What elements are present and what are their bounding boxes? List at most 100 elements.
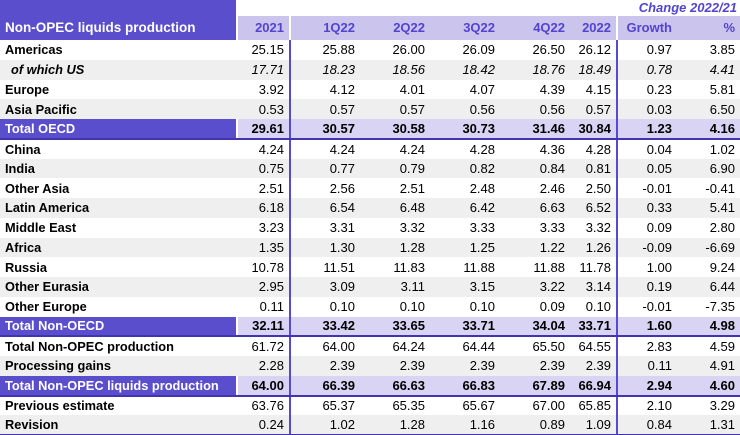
value-cell-1q22: 3.31 <box>290 217 360 238</box>
value-cell-: -6.69 <box>677 237 740 258</box>
table-row-of-which-us: of which US 17.71 18.23 18.56 18.42 18.76 18.4… <box>0 59 740 80</box>
value-cell-2021: 17.71 <box>237 59 291 80</box>
value-cell-2022: 66.94 <box>570 375 618 397</box>
value-cell-2022: 30.84 <box>570 119 618 140</box>
value-cell-3q22: 64.44 <box>430 336 500 356</box>
table-row-processing-gains: Processing gains 2.28 2.39 2.39 2.39 2.39 2.39… <box>0 356 740 376</box>
value-cell-2022: 0.57 <box>570 99 618 119</box>
value-cell-3q22: 3.15 <box>430 277 500 297</box>
value-cell-: 4.60 <box>677 375 740 397</box>
value-cell-2021: 10.78 <box>237 257 291 277</box>
value-cell-2q22: 66.63 <box>360 375 430 397</box>
value-cell-2q22: 3.11 <box>360 277 430 297</box>
value-cell-3q22: 4.28 <box>430 138 500 159</box>
value-cell-: 9.24 <box>677 257 740 277</box>
row-label: Asia Pacific <box>0 99 237 119</box>
value-cell-2021: 6.18 <box>237 198 291 218</box>
value-cell-3q22: 4.07 <box>430 79 500 100</box>
table-row-europe: Europe 3.92 4.12 4.01 4.07 4.39 4.15 0.23 5.81 <box>0 79 740 100</box>
value-cell-growth: 2.94 <box>617 375 677 397</box>
value-cell-1q22: 4.24 <box>290 138 360 159</box>
value-cell-2022: 2.39 <box>570 356 618 376</box>
value-cell-2q22: 1.28 <box>360 237 430 258</box>
value-cell-1q22: 66.39 <box>290 375 360 397</box>
value-cell-: 2.80 <box>677 217 740 238</box>
value-cell-2021: 2.95 <box>237 277 291 297</box>
column-header-2q22: 2Q22 <box>360 16 430 40</box>
value-cell-2022: 18.49 <box>570 59 618 80</box>
value-cell-: 4.98 <box>677 316 740 338</box>
value-cell-2022: 0.10 <box>570 296 618 317</box>
value-cell-3q22: 33.71 <box>430 316 500 338</box>
value-cell-1q22: 1.30 <box>290 237 360 258</box>
row-label: of which US <box>0 59 237 80</box>
value-cell-1q22: 33.42 <box>290 316 360 338</box>
value-cell-: 4.91 <box>677 356 740 376</box>
table-row-other-eurasia: Other Eurasia 2.95 3.09 3.11 3.15 3.22 3.14 0.1… <box>0 277 740 297</box>
table-row-revision: Revision 0.24 1.02 1.28 1.16 0.89 1.09 0.84 1.31 <box>0 415 740 435</box>
row-label: Total Non-OPEC production <box>0 336 237 356</box>
column-header-1q22: 1Q22 <box>290 16 360 40</box>
value-cell-growth: 0.78 <box>617 59 677 80</box>
value-cell-3q22: 3.33 <box>430 217 500 238</box>
value-cell-2q22: 3.32 <box>360 217 430 238</box>
value-cell-growth: 1.60 <box>617 316 677 338</box>
column-header-2021: 2021 <box>237 16 291 40</box>
row-label: Africa <box>0 237 237 258</box>
row-label: Revision <box>0 415 237 435</box>
value-cell-2022: 6.52 <box>570 198 618 218</box>
table-row-russia: Russia 10.78 11.51 11.83 11.88 11.88 11.78 1.00… <box>0 257 740 277</box>
value-cell-2q22: 33.65 <box>360 316 430 338</box>
table-row-india: India 0.75 0.77 0.79 0.82 0.84 0.81 0.05 6.90 <box>0 158 740 179</box>
row-label: Other Eurasia <box>0 277 237 297</box>
value-cell-4q22: 34.04 <box>500 316 570 338</box>
value-cell-: 5.41 <box>677 198 740 218</box>
row-label: Previous estimate <box>0 395 237 416</box>
column-header-4q22: 4Q22 <box>500 16 570 40</box>
value-cell-2q22: 11.83 <box>360 257 430 277</box>
column-header-growth: Growth <box>617 16 677 40</box>
value-cell-4q22: 6.63 <box>500 198 570 218</box>
value-cell-: 6.44 <box>677 277 740 297</box>
value-cell-2021: 32.11 <box>237 316 291 338</box>
value-cell-growth: -0.09 <box>617 237 677 258</box>
row-label: Americas <box>0 40 237 60</box>
table-row-other-europe: Other Europe 0.11 0.10 0.10 0.10 0.09 0.10 -0.0… <box>0 296 740 317</box>
change-header-spacer <box>237 0 617 16</box>
value-cell-growth: 2.83 <box>617 336 677 356</box>
value-cell-2q22: 0.57 <box>360 99 430 119</box>
value-cell-2021: 29.61 <box>237 119 291 140</box>
value-cell-4q22: 0.89 <box>500 415 570 435</box>
value-cell-2021: 0.24 <box>237 415 291 435</box>
value-cell-: 3.29 <box>677 395 740 416</box>
value-cell-: 1.31 <box>677 415 740 435</box>
row-label: Other Asia <box>0 178 237 198</box>
value-cell-1q22: 65.37 <box>290 395 360 416</box>
value-cell-2q22: 30.58 <box>360 119 430 140</box>
value-cell-4q22: 3.33 <box>500 217 570 238</box>
value-cell-2021: 3.23 <box>237 217 291 238</box>
row-label: Russia <box>0 257 237 277</box>
value-cell-4q22: 65.50 <box>500 336 570 356</box>
value-cell-growth: 0.03 <box>617 99 677 119</box>
table-row-china: China 4.24 4.24 4.24 4.28 4.36 4.28 0.04 1.02 <box>0 138 740 159</box>
value-cell-growth: 0.23 <box>617 79 677 100</box>
row-label: Total OECD <box>0 119 238 140</box>
value-cell-1q22: 11.51 <box>290 257 360 277</box>
value-cell-3q22: 0.10 <box>430 296 500 317</box>
value-cell-2022: 26.12 <box>570 40 618 60</box>
value-cell-: 4.41 <box>677 59 740 80</box>
value-cell-4q22: 67.89 <box>500 375 570 397</box>
value-cell-2022: 0.81 <box>570 158 618 179</box>
value-cell-2q22: 6.48 <box>360 198 430 218</box>
value-cell-4q22: 1.22 <box>500 237 570 258</box>
row-label: Latin America <box>0 198 237 218</box>
value-cell-4q22: 67.00 <box>500 395 570 416</box>
value-cell-2021: 64.00 <box>237 375 291 397</box>
change-header-row: Non-OPEC liquids production Change 2022/… <box>0 0 740 40</box>
value-cell-2021: 3.92 <box>237 79 291 100</box>
value-cell-2021: 2.51 <box>237 178 291 198</box>
value-cell-1q22: 6.54 <box>290 198 360 218</box>
value-cell-3q22: 0.82 <box>430 158 500 179</box>
value-cell-2021: 1.35 <box>237 237 291 258</box>
